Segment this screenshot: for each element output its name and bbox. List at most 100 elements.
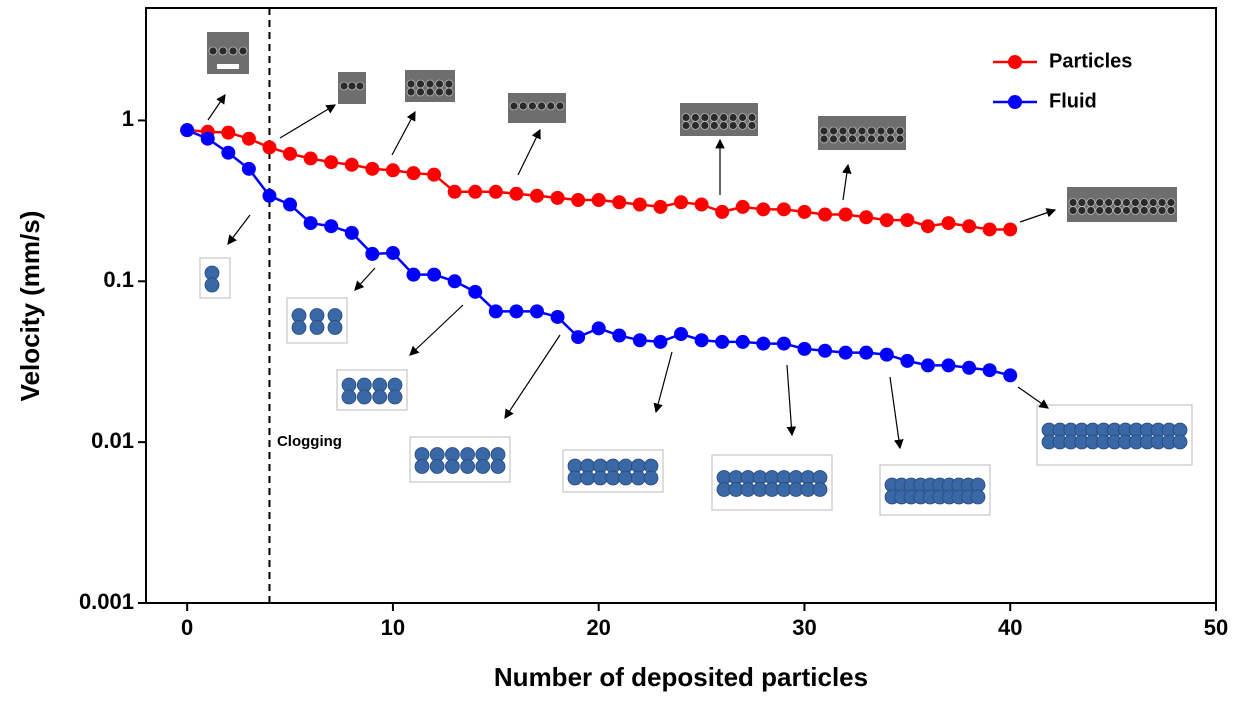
particle-img <box>518 101 528 111</box>
sim-particle <box>309 320 325 335</box>
particle-img <box>681 113 691 122</box>
particle-img <box>537 101 546 111</box>
clogging-label: Clogging <box>277 433 342 450</box>
sim-particle <box>630 470 646 486</box>
sim-particle <box>387 389 403 405</box>
sim-box <box>1036 404 1193 466</box>
particle-img <box>691 121 700 130</box>
particle-img <box>339 81 349 91</box>
particle-img <box>435 87 444 97</box>
data-point <box>982 363 997 378</box>
data-point <box>694 333 709 348</box>
sim-particle <box>429 459 445 474</box>
data-point <box>776 336 791 351</box>
sim-particle <box>291 320 307 335</box>
data-point <box>488 184 503 199</box>
particle-img <box>700 121 710 130</box>
particle-img <box>876 134 886 144</box>
particle-img <box>1148 198 1158 207</box>
arrow <box>279 104 337 139</box>
data-point <box>879 347 894 362</box>
particle-img <box>691 113 700 122</box>
data-point <box>406 267 421 282</box>
x-axis-title: Number of deposited particles <box>494 662 868 692</box>
legend-label: Fluid <box>1049 90 1097 112</box>
y-tick-label: 0.01 <box>91 428 134 453</box>
particle-img <box>425 79 435 89</box>
particle-img <box>546 101 556 111</box>
particle-img <box>1077 206 1087 215</box>
data-point <box>468 284 483 299</box>
x-tick-label: 10 <box>381 615 405 640</box>
data-point <box>344 225 359 240</box>
data-point <box>982 222 997 237</box>
data-point <box>838 207 853 222</box>
sim-particle <box>475 459 491 474</box>
particle-img <box>1157 198 1167 207</box>
sim-particle <box>490 459 506 474</box>
particle-img <box>857 126 867 136</box>
x-tick-label: 40 <box>998 615 1022 640</box>
sim-particle <box>460 459 476 474</box>
sim-particle <box>1172 434 1188 450</box>
particle-img <box>435 79 444 89</box>
x-tick-label: 50 <box>1204 615 1228 640</box>
data-point <box>221 125 236 140</box>
data-point <box>591 321 606 336</box>
data-point <box>879 213 894 228</box>
data-point <box>818 207 833 222</box>
particle-img <box>1104 206 1114 215</box>
sim-particle <box>356 389 372 405</box>
data-point <box>715 204 730 219</box>
data-point <box>674 327 688 342</box>
particle-img <box>719 113 729 122</box>
particle-img <box>355 81 365 91</box>
particle-img <box>416 87 425 97</box>
particle-img <box>1095 198 1105 207</box>
arrow <box>207 94 226 121</box>
particle-img <box>347 81 357 91</box>
y-axis-title: Velocity (mm/s) <box>15 211 45 402</box>
particle-img <box>1139 198 1149 207</box>
sim-box <box>286 297 348 344</box>
plot-frame <box>145 7 1217 604</box>
arrow <box>1019 208 1057 223</box>
data-point <box>632 333 647 348</box>
data-point <box>797 204 812 219</box>
sim-particle <box>643 470 659 486</box>
data-point <box>550 190 565 205</box>
data-point <box>365 161 380 176</box>
data-point <box>180 123 195 138</box>
particle-img <box>406 79 416 89</box>
particle-img <box>208 46 218 56</box>
data-point <box>324 219 339 234</box>
data-point <box>241 131 256 146</box>
particle-img <box>747 121 757 130</box>
data-point <box>571 193 586 208</box>
particle-img <box>406 87 416 97</box>
particle-img <box>876 126 886 136</box>
particle-img <box>1104 198 1114 207</box>
data-point <box>427 267 442 282</box>
sim-particle <box>372 389 388 405</box>
arrow <box>842 163 852 201</box>
particle-img <box>895 134 905 144</box>
arrow <box>889 376 904 450</box>
series-line <box>186 129 1011 377</box>
data-point <box>262 188 277 203</box>
arrow <box>517 128 541 176</box>
particle-img <box>886 126 895 136</box>
data-point <box>941 358 956 373</box>
data-point <box>529 304 544 319</box>
sim-particle <box>414 459 430 474</box>
particle-img <box>444 87 454 97</box>
data-point <box>200 131 215 146</box>
particle-img <box>728 121 738 130</box>
data-point <box>1003 222 1018 237</box>
data-point <box>262 140 277 155</box>
data-point <box>632 197 647 212</box>
sim-particle <box>567 470 583 486</box>
data-point <box>427 167 442 182</box>
